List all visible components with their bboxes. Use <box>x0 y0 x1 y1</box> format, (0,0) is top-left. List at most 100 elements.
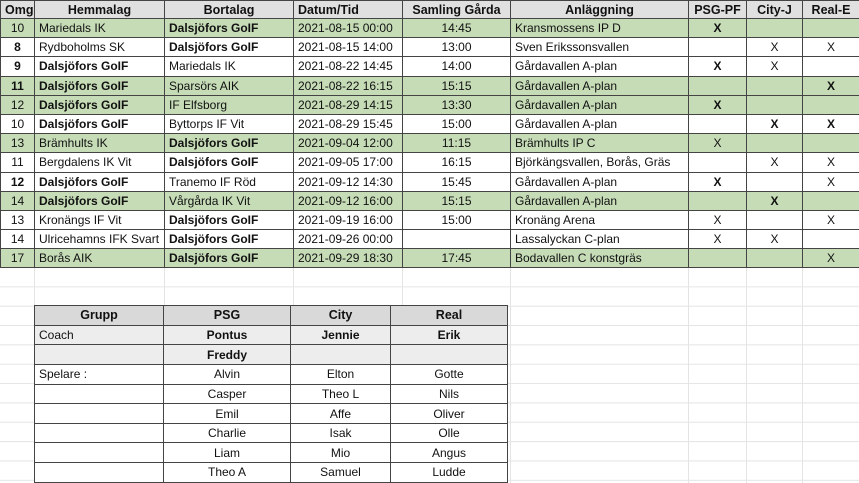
schedule-cell-home[interactable]: Dalsjöfors GoIF <box>34 94 165 115</box>
schedule-cell-meet[interactable]: 11:15 <box>402 133 511 154</box>
schedule-cell-psg_pf[interactable]: X <box>688 94 747 115</box>
schedule-cell-real_e[interactable]: X <box>802 171 859 192</box>
group-cell-city[interactable]: Jennie <box>290 324 391 346</box>
schedule-cell-home[interactable]: Rydboholms SK <box>34 37 165 58</box>
schedule-cell-psg_pf[interactable] <box>688 113 747 135</box>
schedule-cell-city_j[interactable] <box>746 17 803 39</box>
schedule-cell-venue[interactable]: Kransmossens IP D <box>510 17 689 39</box>
schedule-cell-datetime[interactable]: 2021-09-12 16:00 <box>293 190 403 211</box>
schedule-cell-city_j[interactable] <box>746 171 803 192</box>
schedule-cell-psg_pf[interactable] <box>688 152 747 173</box>
schedule-cell-away[interactable]: IF Elfsborg <box>164 94 294 115</box>
schedule-cell-psg_pf[interactable]: X <box>688 229 747 250</box>
schedule-cell-real_e[interactable] <box>802 190 859 211</box>
schedule-cell-psg_pf[interactable]: X <box>688 209 747 231</box>
schedule-cell-real_e[interactable]: X <box>802 37 859 58</box>
schedule-cell-venue[interactable]: Gårdavallen A-plan <box>510 190 689 211</box>
schedule-cell-away[interactable]: Dalsjöfors GoIF <box>164 209 294 231</box>
group-col-header-city[interactable]: City <box>290 305 391 326</box>
schedule-cell-psg_pf[interactable] <box>688 248 747 269</box>
schedule-cell-omg[interactable]: 17 <box>0 248 35 269</box>
schedule-cell-home[interactable]: Borås AIK <box>34 248 165 269</box>
group-cell-psg[interactable]: Freddy <box>163 344 291 365</box>
schedule-cell-datetime[interactable]: 2021-09-05 17:00 <box>293 152 403 173</box>
group-cell-grupp[interactable] <box>34 422 164 444</box>
schedule-cell-city_j[interactable] <box>746 75 803 96</box>
group-cell-real[interactable] <box>390 344 508 365</box>
schedule-cell-datetime[interactable]: 2021-08-22 16:15 <box>293 75 403 96</box>
schedule-cell-home[interactable]: Dalsjöfors GoIF <box>34 190 165 211</box>
group-cell-real[interactable]: Oliver <box>390 403 508 424</box>
schedule-cell-real_e[interactable]: X <box>802 75 859 96</box>
schedule-cell-home[interactable]: Ulricehamns IFK Svart <box>34 229 165 250</box>
schedule-cell-datetime[interactable]: 2021-08-29 14:15 <box>293 94 403 115</box>
schedule-cell-meet[interactable]: 15:00 <box>402 209 511 231</box>
group-cell-real[interactable]: Olle <box>390 422 508 444</box>
group-cell-grupp[interactable]: Spelare : <box>34 363 164 385</box>
schedule-cell-omg[interactable]: 13 <box>0 133 35 154</box>
schedule-cell-home[interactable]: Dalsjöfors GoIF <box>34 171 165 192</box>
schedule-cell-away[interactable]: Dalsjöfors GoIF <box>164 17 294 39</box>
schedule-cell-city_j[interactable]: X <box>746 190 803 211</box>
schedule-cell-meet[interactable]: 15:15 <box>402 75 511 96</box>
schedule-cell-home[interactable]: Mariedals IK <box>34 17 165 39</box>
schedule-cell-omg[interactable]: 10 <box>0 113 35 135</box>
schedule-col-header-home[interactable]: Hemmalag <box>34 0 165 19</box>
group-cell-city[interactable]: Elton <box>290 363 391 385</box>
schedule-cell-away[interactable]: Dalsjöfors GoIF <box>164 229 294 250</box>
schedule-cell-datetime[interactable]: 2021-08-15 14:00 <box>293 37 403 58</box>
schedule-cell-venue[interactable]: Gårdavallen A-plan <box>510 113 689 135</box>
schedule-cell-omg[interactable]: 14 <box>0 229 35 250</box>
schedule-cell-meet[interactable]: 15:45 <box>402 171 511 192</box>
schedule-col-header-meet[interactable]: Samling Gårda <box>402 0 511 19</box>
schedule-cell-city_j[interactable]: X <box>746 113 803 135</box>
schedule-cell-omg[interactable]: 14 <box>0 190 35 211</box>
schedule-cell-home[interactable]: Bergdalens IK Vit <box>34 152 165 173</box>
schedule-cell-datetime[interactable]: 2021-08-22 14:45 <box>293 56 403 77</box>
schedule-cell-omg[interactable]: 11 <box>0 152 35 173</box>
schedule-cell-meet[interactable]: 15:00 <box>402 113 511 135</box>
group-cell-city[interactable]: Mio <box>290 442 391 464</box>
schedule-cell-omg[interactable]: 8 <box>0 37 35 58</box>
schedule-cell-venue[interactable]: Lassalyckan C-plan <box>510 229 689 250</box>
schedule-cell-omg[interactable]: 9 <box>0 56 35 77</box>
schedule-cell-psg_pf[interactable]: X <box>688 17 747 39</box>
schedule-cell-venue[interactable]: Bodavallen C konstgräs <box>510 248 689 269</box>
group-cell-grupp[interactable] <box>34 344 164 365</box>
schedule-cell-real_e[interactable] <box>802 17 859 39</box>
group-cell-city[interactable]: Samuel <box>290 462 391 483</box>
schedule-cell-datetime[interactable]: 2021-09-29 18:30 <box>293 248 403 269</box>
schedule-cell-city_j[interactable] <box>746 209 803 231</box>
group-cell-grupp[interactable] <box>34 442 164 464</box>
group-cell-psg[interactable]: Liam <box>163 442 291 464</box>
schedule-col-header-venue[interactable]: Anläggning <box>510 0 689 19</box>
group-cell-city[interactable]: Affe <box>290 403 391 424</box>
schedule-cell-venue[interactable]: Björkängsvallen, Borås, Gräs <box>510 152 689 173</box>
schedule-cell-venue[interactable]: Gårdavallen A-plan <box>510 56 689 77</box>
schedule-cell-meet[interactable]: 14:00 <box>402 56 511 77</box>
group-cell-grupp[interactable] <box>34 383 164 405</box>
schedule-cell-meet[interactable]: 13:00 <box>402 37 511 58</box>
group-col-header-psg[interactable]: PSG <box>163 305 291 326</box>
schedule-cell-away[interactable]: Byttorps IF Vit <box>164 113 294 135</box>
schedule-cell-city_j[interactable]: X <box>746 37 803 58</box>
schedule-cell-meet[interactable]: 13:30 <box>402 94 511 115</box>
schedule-cell-omg[interactable]: 10 <box>0 17 35 39</box>
schedule-cell-away[interactable]: Dalsjöfors GoIF <box>164 248 294 269</box>
schedule-cell-away[interactable]: Dalsjöfors GoIF <box>164 37 294 58</box>
schedule-cell-venue[interactable]: Gårdavallen A-plan <box>510 171 689 192</box>
schedule-cell-venue[interactable]: Kronäng Arena <box>510 209 689 231</box>
schedule-cell-away[interactable]: Tranemo IF Röd <box>164 171 294 192</box>
schedule-cell-away[interactable]: Mariedals IK <box>164 56 294 77</box>
schedule-cell-psg_pf[interactable] <box>688 75 747 96</box>
schedule-cell-real_e[interactable] <box>802 56 859 77</box>
group-cell-psg[interactable]: Casper <box>163 383 291 405</box>
schedule-cell-venue[interactable]: Gårdavallen A-plan <box>510 75 689 96</box>
schedule-cell-away[interactable]: Sparsörs AIK <box>164 75 294 96</box>
schedule-cell-psg_pf[interactable]: X <box>688 56 747 77</box>
group-cell-city[interactable] <box>290 344 391 365</box>
schedule-cell-omg[interactable]: 12 <box>0 94 35 115</box>
schedule-cell-real_e[interactable] <box>802 94 859 115</box>
schedule-cell-datetime[interactable]: 2021-09-04 12:00 <box>293 133 403 154</box>
schedule-cell-real_e[interactable] <box>802 133 859 154</box>
